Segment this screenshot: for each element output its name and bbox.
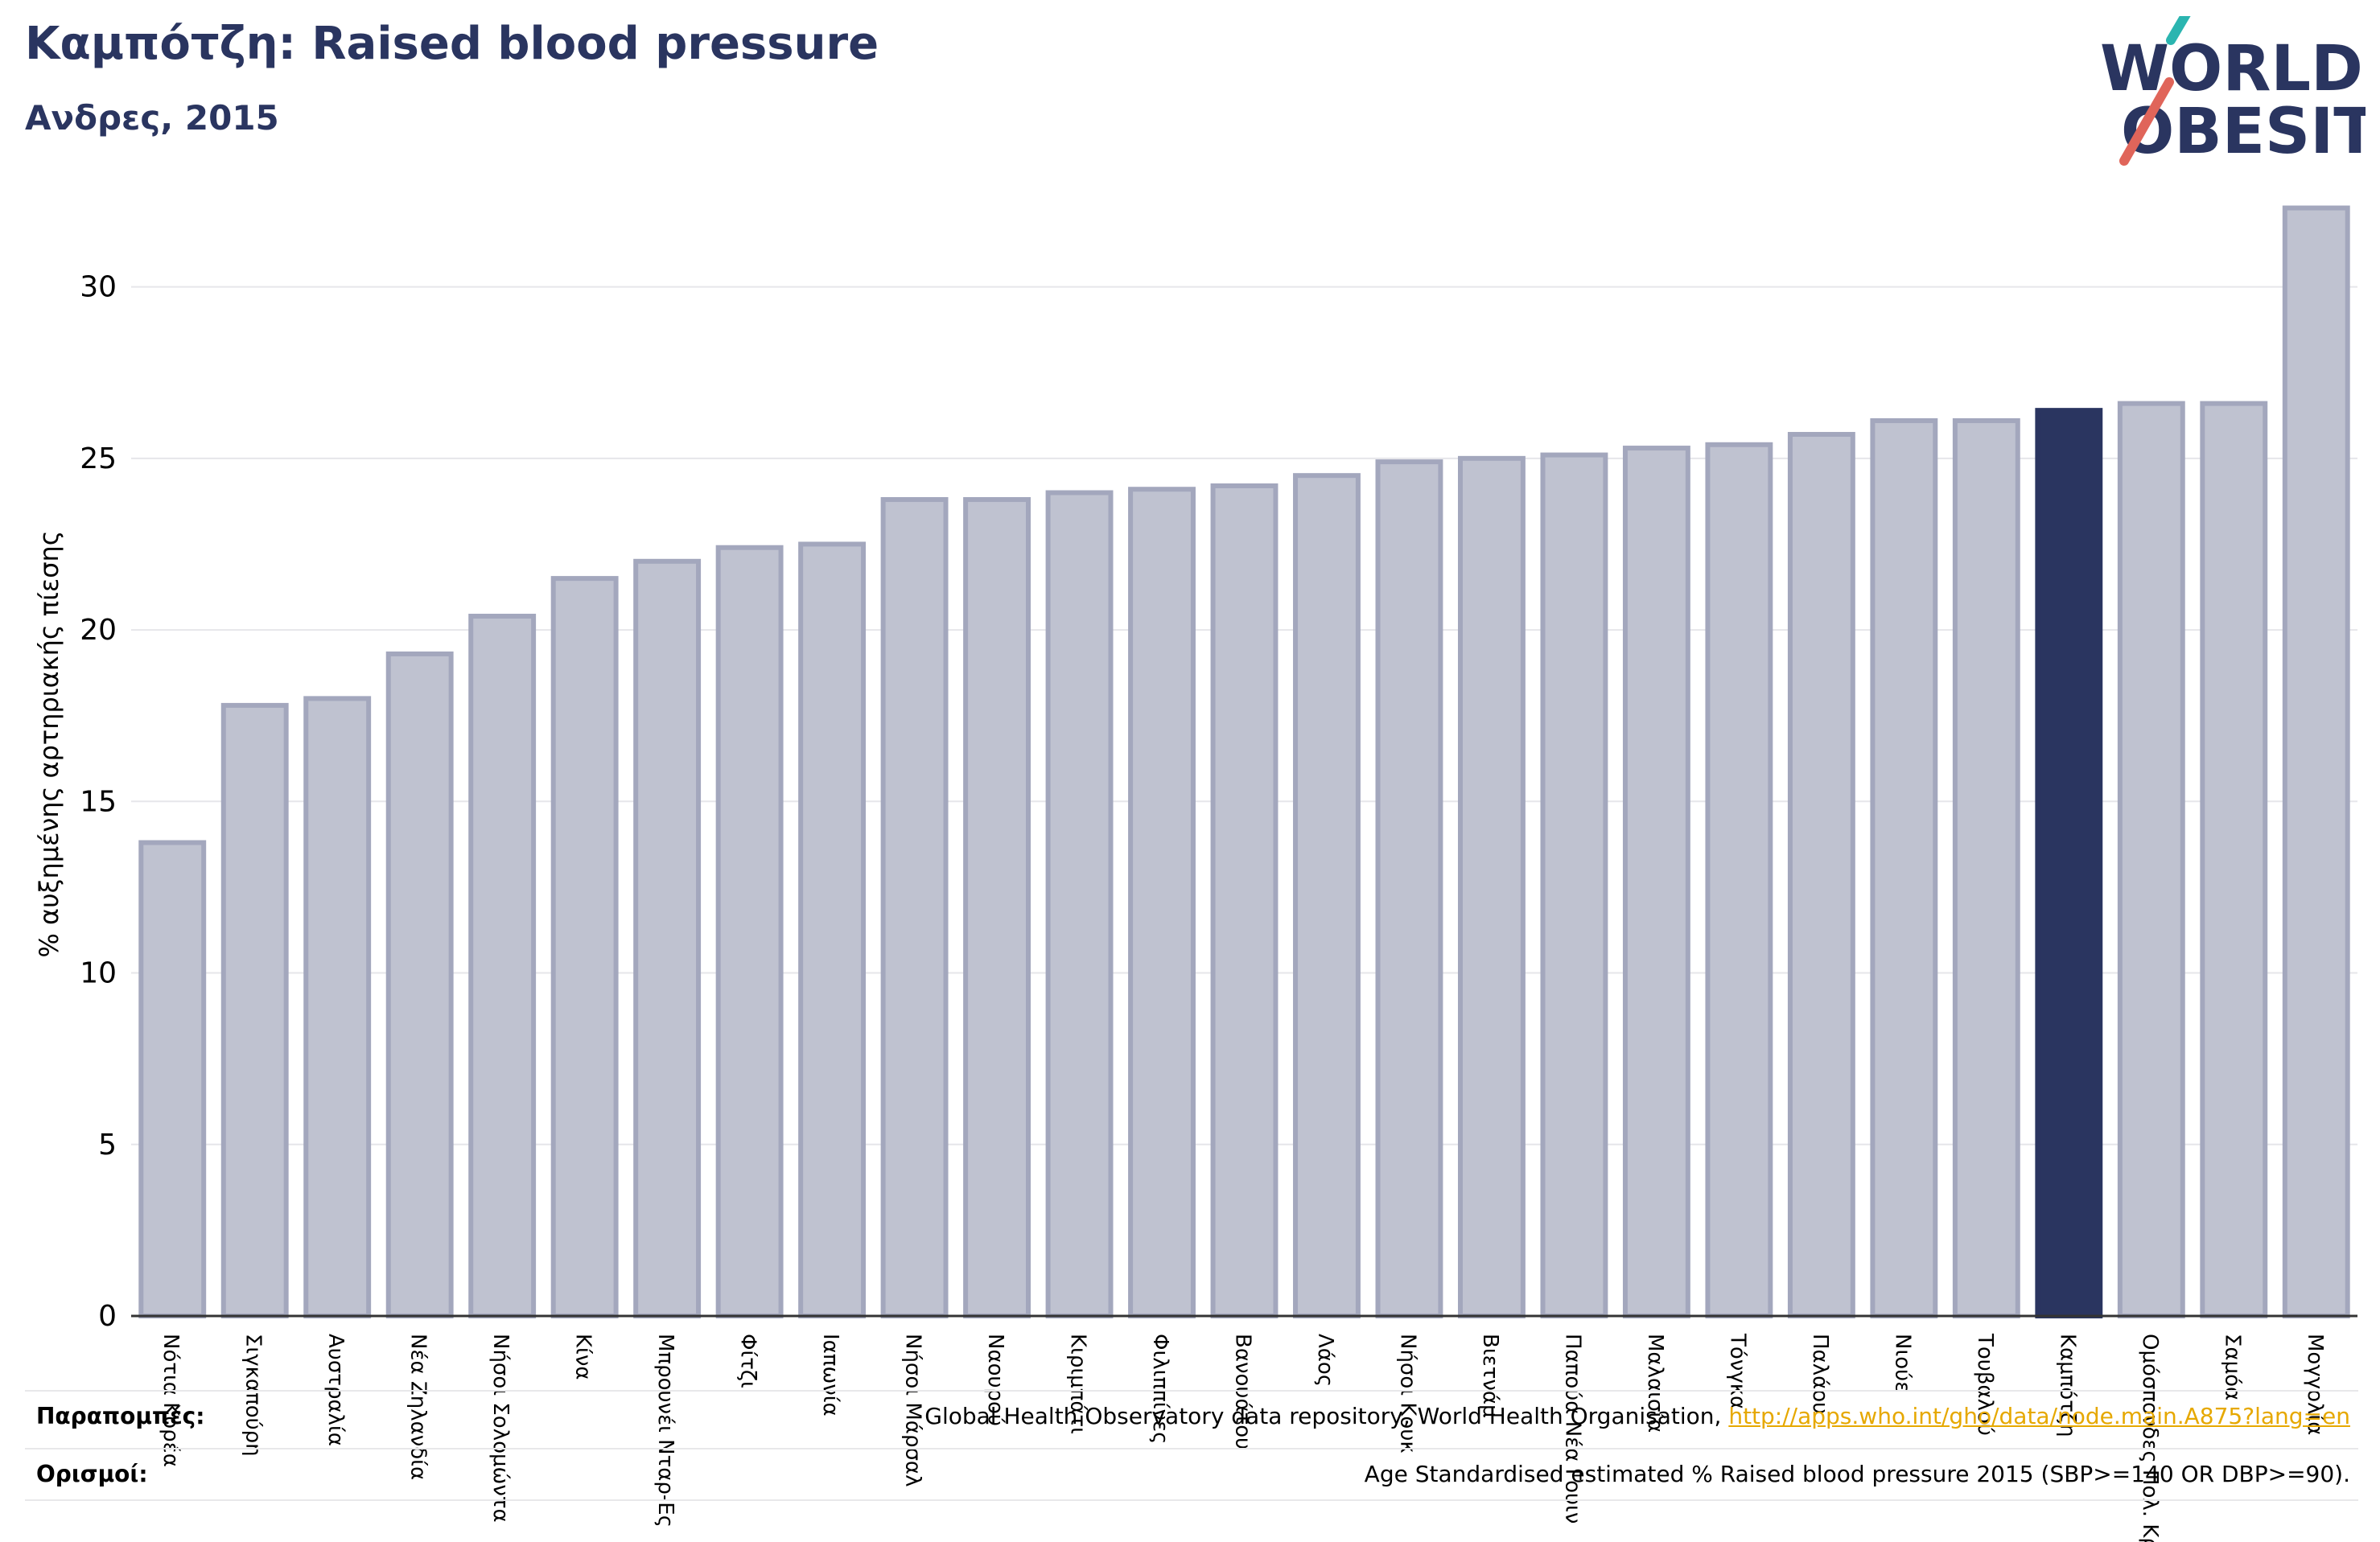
logo-slash-teal (2166, 16, 2191, 45)
world-obesity-logo: WORLD OBESITY (2100, 16, 2366, 168)
bar (963, 497, 1031, 1318)
sources-body: Global Health Observatory data repositor… (924, 1403, 1729, 1429)
bar (1787, 431, 1855, 1318)
bars (138, 205, 2350, 1319)
x-tick-label: Νήσοι Κουκ (1395, 1334, 1419, 1454)
bar (1210, 483, 1279, 1318)
definitions-label: Ορισμοί: (36, 1461, 148, 1487)
y-tick-label: 25 (80, 442, 117, 475)
bar (1952, 417, 2020, 1318)
bar (220, 702, 289, 1318)
x-tick-label: Νιούε (1890, 1334, 1914, 1392)
y-tick-label: 5 (98, 1129, 117, 1162)
bar (1375, 459, 1443, 1319)
x-tick-label: Μαλαισία (1643, 1334, 1667, 1433)
sources-link[interactable]: http://apps.who.int/gho/data/node.main.A… (1728, 1403, 2350, 1429)
x-tick-label: Κίνα (571, 1334, 595, 1380)
y-tick-label: 15 (80, 785, 117, 818)
y-tick-label: 10 (80, 957, 117, 990)
y-tick-labels: 0 5 10 15 20 25 30 (80, 271, 117, 1333)
sources-text: Global Health Observatory data repositor… (924, 1403, 2350, 1429)
bar (1045, 490, 1114, 1318)
x-tick-label: Σιγκαπούρη (241, 1334, 266, 1457)
bar (2282, 205, 2350, 1319)
bar-highlight (2035, 408, 2103, 1319)
bar (880, 497, 949, 1318)
sources-label: Παραπομπές: (36, 1403, 205, 1429)
y-tick-label: 30 (80, 271, 117, 304)
bar (385, 651, 454, 1318)
bar (1540, 452, 1608, 1318)
bar (1622, 446, 1690, 1318)
y-tick-label: 0 (98, 1300, 117, 1333)
x-tick-label: Τόνγκα (1725, 1333, 1749, 1409)
chart-title: Καμπότζη: Raised blood pressure (25, 18, 879, 70)
bar (303, 696, 372, 1318)
x-tick-label: Παλάου (1808, 1334, 1832, 1414)
x-tick-label: Μπρουνέι Νταρ-Ες (653, 1334, 677, 1528)
x-tick-label: Νότια Κορέα (159, 1334, 183, 1467)
x-tick-label: Μογγολία (2303, 1334, 2327, 1435)
bar (798, 541, 867, 1318)
bar (2200, 401, 2268, 1318)
y-tick-label: 20 (80, 614, 117, 647)
bar (715, 545, 784, 1318)
logo-line2: OBESITY (2121, 96, 2366, 168)
logo-line1: WORLD (2100, 33, 2363, 105)
x-tick-label: Ομόσπονδες Πολ. Κρ (2138, 1334, 2162, 1542)
sources-row: Παραπομπές: Global Health Observatory da… (25, 1390, 2358, 1441)
x-tick-labels: Νότια Κορέα Σιγκαπούρη Αυστραλία Νέα Ζηλανδ… (159, 1333, 2327, 1542)
x-tick-label: Νήσοι Μάρσαλ (901, 1334, 925, 1486)
x-tick-label: Φίτζι (736, 1334, 760, 1388)
x-tick-label: Νήσοι Σολομώντα (488, 1334, 513, 1523)
x-tick-label: Ναουρού (983, 1334, 1007, 1426)
bar (1870, 417, 1938, 1318)
bar (1128, 487, 1196, 1319)
x-tick-label: Λάος (1313, 1334, 1337, 1387)
x-tick-label: Καμπότζη (2055, 1334, 2079, 1437)
bar (1293, 473, 1361, 1319)
x-tick-label: Βιετνάμ (1478, 1334, 1502, 1418)
bar (1458, 455, 1526, 1318)
bar (138, 840, 207, 1318)
x-tick-label: Παπούα Νέα Γουιν (1560, 1334, 1584, 1523)
definitions-text: Age Standardised estimated % Raised bloo… (1364, 1461, 2350, 1487)
x-tick-label: Νέα Ζηλανδία (406, 1334, 430, 1480)
x-tick-label: Κιριμπάτι (1066, 1334, 1090, 1434)
chart-subtitle: Ανδρες, 2015 (25, 98, 279, 138)
bar (633, 558, 702, 1318)
x-tick-label: Σαμόα (2220, 1334, 2244, 1400)
x-tick-label: Ιαπωνία (818, 1334, 842, 1417)
bar (1705, 442, 1773, 1318)
x-tick-label: Τουβαλού (1973, 1333, 1997, 1436)
y-axis-label: % αυξημένης αρτηριακής πίεσης (34, 530, 64, 957)
x-tick-label: Βανουάτου (1231, 1334, 1255, 1449)
logo-slash-red (2119, 77, 2174, 166)
bar (468, 614, 537, 1318)
x-tick-label: Αυστραλία (323, 1334, 348, 1446)
x-tick-label: Φιλιππίνες (1148, 1334, 1172, 1444)
bar (2117, 401, 2185, 1318)
definitions-row: Ορισμοί: Age Standardised estimated % Ra… (25, 1448, 2358, 1501)
bar (550, 576, 619, 1318)
